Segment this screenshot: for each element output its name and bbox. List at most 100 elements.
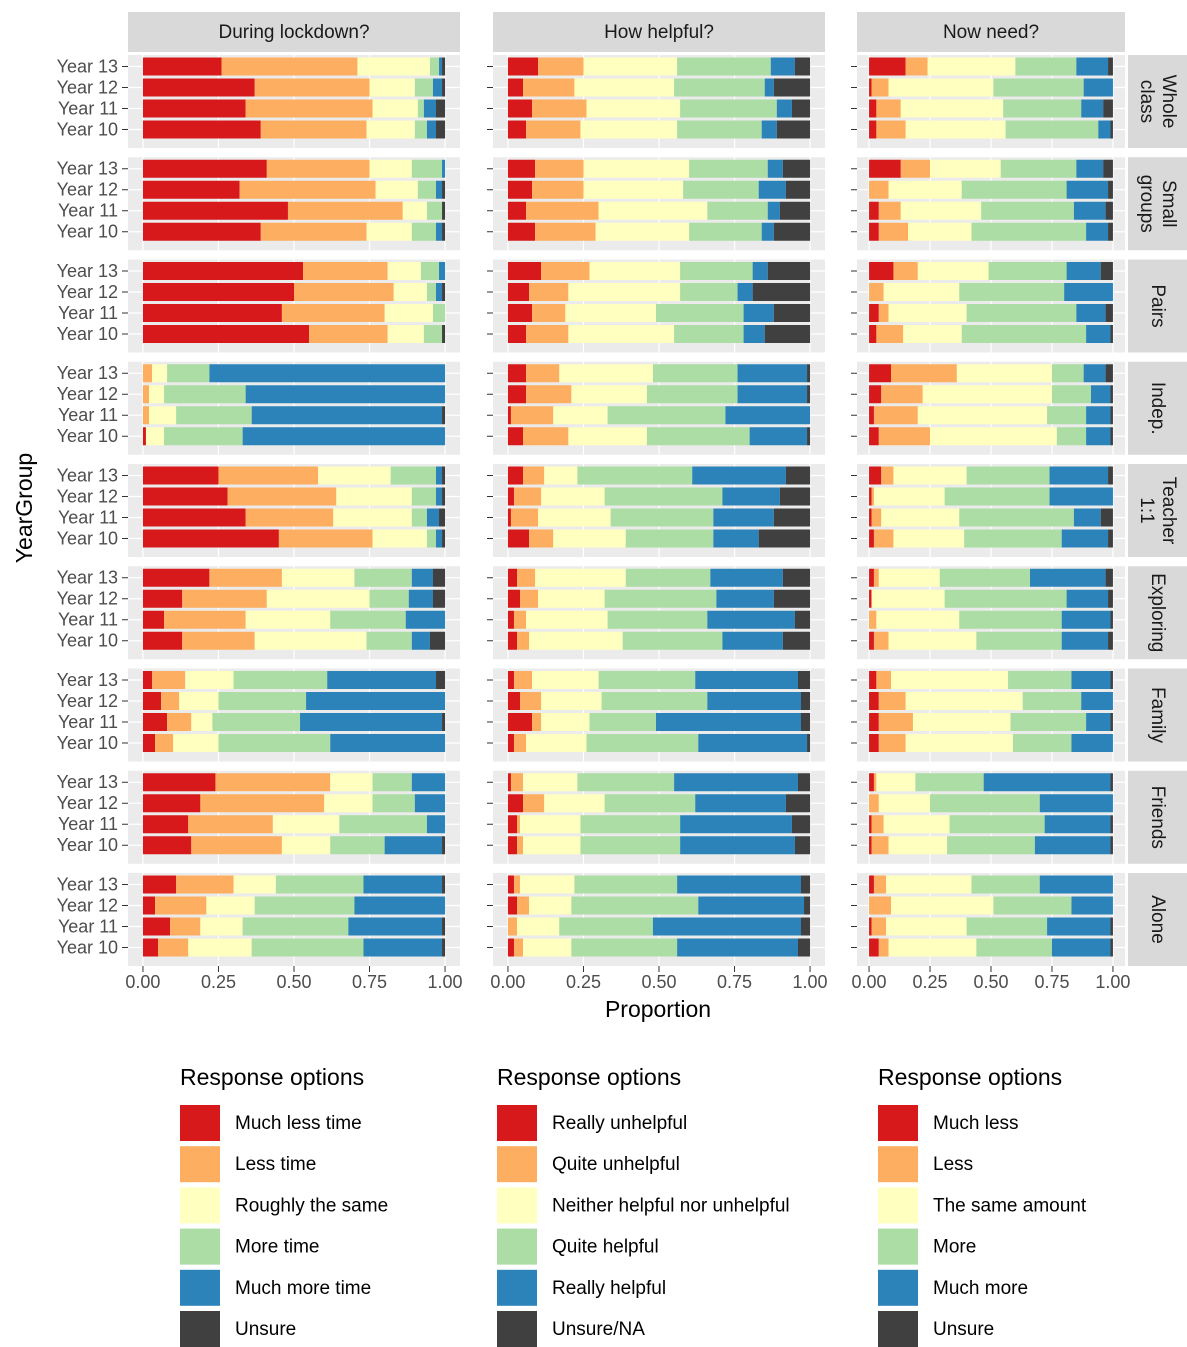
row-strip-label: class: [1136, 80, 1157, 123]
bar-segment: [218, 734, 331, 752]
bar-segment: [794, 610, 811, 629]
bar-segment: [905, 57, 928, 76]
bar-segment: [869, 734, 879, 752]
x-tick-label: 0.75: [1034, 972, 1069, 992]
bar-segment: [529, 283, 569, 301]
bar-segment: [876, 99, 901, 118]
bar-segment: [876, 325, 904, 343]
bar-segment: [423, 325, 443, 343]
bar-segment: [869, 222, 879, 241]
bar-segment: [1110, 671, 1113, 689]
bar-segment: [577, 773, 675, 792]
bar-segment: [583, 57, 678, 76]
y-tick-label: Year 13: [57, 568, 118, 588]
bar-segment: [507, 938, 514, 957]
bar-segment: [442, 57, 446, 76]
bar-segment: [869, 262, 894, 280]
bar-segment: [164, 427, 243, 446]
bar-segment: [435, 283, 443, 301]
bar-segment: [888, 180, 962, 199]
x-axis-label: Proportion: [605, 996, 711, 1022]
x-tick-label: 0.75: [352, 972, 387, 992]
bar-segment: [604, 589, 717, 608]
bar-segment: [677, 120, 762, 139]
bar-segment: [372, 99, 418, 118]
bar-segment: [142, 78, 255, 97]
bar-segment: [535, 159, 584, 178]
legend-key: [878, 1269, 918, 1306]
legend-key: [497, 1269, 537, 1306]
bar-segment: [1044, 815, 1111, 834]
bar-segment: [142, 836, 192, 855]
legend-label: Unsure/NA: [552, 1319, 645, 1340]
bar-segment: [507, 262, 542, 280]
legend-label: Quite helpful: [552, 1237, 659, 1258]
bar-segment: [510, 406, 554, 425]
bar-segment: [254, 631, 367, 650]
bar-segment: [513, 610, 527, 629]
bar-segment: [520, 589, 539, 608]
bar-segment: [903, 325, 962, 343]
bar-segment: [716, 589, 774, 608]
bar-segment: [886, 875, 972, 894]
bar-segment: [513, 671, 533, 689]
bar-segment: [387, 325, 424, 343]
bar-segment: [517, 631, 530, 650]
bar-segment: [767, 159, 783, 178]
bar-segment: [526, 364, 560, 383]
bar-segment: [357, 57, 430, 76]
bar-segment: [242, 917, 349, 936]
bar-segment: [411, 631, 430, 650]
bar-segment: [625, 529, 714, 548]
bar-segment: [526, 325, 569, 343]
bar-segment: [1066, 589, 1109, 608]
y-tick-label: Year 10: [57, 119, 118, 139]
bar-segment: [529, 896, 572, 915]
bar-segment: [507, 57, 539, 76]
bar-segment: [580, 120, 678, 139]
bar-segment: [1061, 610, 1111, 629]
bar-segment: [1086, 713, 1111, 731]
bar-segment: [523, 773, 578, 792]
bar-segment: [871, 815, 884, 834]
bar-segment: [1051, 938, 1111, 957]
bar-segment: [170, 917, 201, 936]
strip-background: [1128, 770, 1187, 864]
x-tick-label: 1.00: [793, 972, 828, 992]
legend-key: [497, 1146, 537, 1183]
bar-segment: [873, 875, 887, 894]
bar-segment: [680, 283, 738, 301]
strip-background: [1128, 361, 1187, 455]
bar-segment: [142, 180, 240, 199]
legend-label: Unsure: [235, 1319, 296, 1340]
y-tick-label: Year 11: [58, 98, 118, 118]
bar-segment: [324, 794, 373, 813]
bar-segment: [692, 466, 786, 485]
bar-segment: [142, 508, 246, 527]
strip-background: [1128, 157, 1187, 251]
row-strip-label: Family: [1147, 687, 1168, 743]
bar-segment: [869, 836, 872, 855]
bar-segment: [878, 568, 940, 587]
bar-segment: [507, 917, 518, 936]
bar-segment: [881, 466, 894, 485]
bar-segment: [713, 508, 774, 527]
bar-segment: [797, 938, 811, 957]
bar-segment: [541, 487, 605, 506]
bar-segment: [869, 794, 879, 813]
bar-segment: [517, 896, 530, 915]
legend-label: More time: [235, 1237, 319, 1258]
bar-segment: [532, 180, 584, 199]
bar-segment: [888, 938, 977, 957]
legend-key: [878, 1311, 918, 1347]
bar-segment: [281, 568, 355, 587]
bar-segment: [408, 589, 433, 608]
bar-segment: [878, 692, 906, 710]
bar-segment: [423, 99, 436, 118]
bar-segment: [513, 734, 527, 752]
bar-segment: [1076, 304, 1106, 322]
bar-segment: [414, 794, 446, 813]
bar-segment: [142, 794, 201, 813]
bar-segment: [142, 896, 156, 915]
